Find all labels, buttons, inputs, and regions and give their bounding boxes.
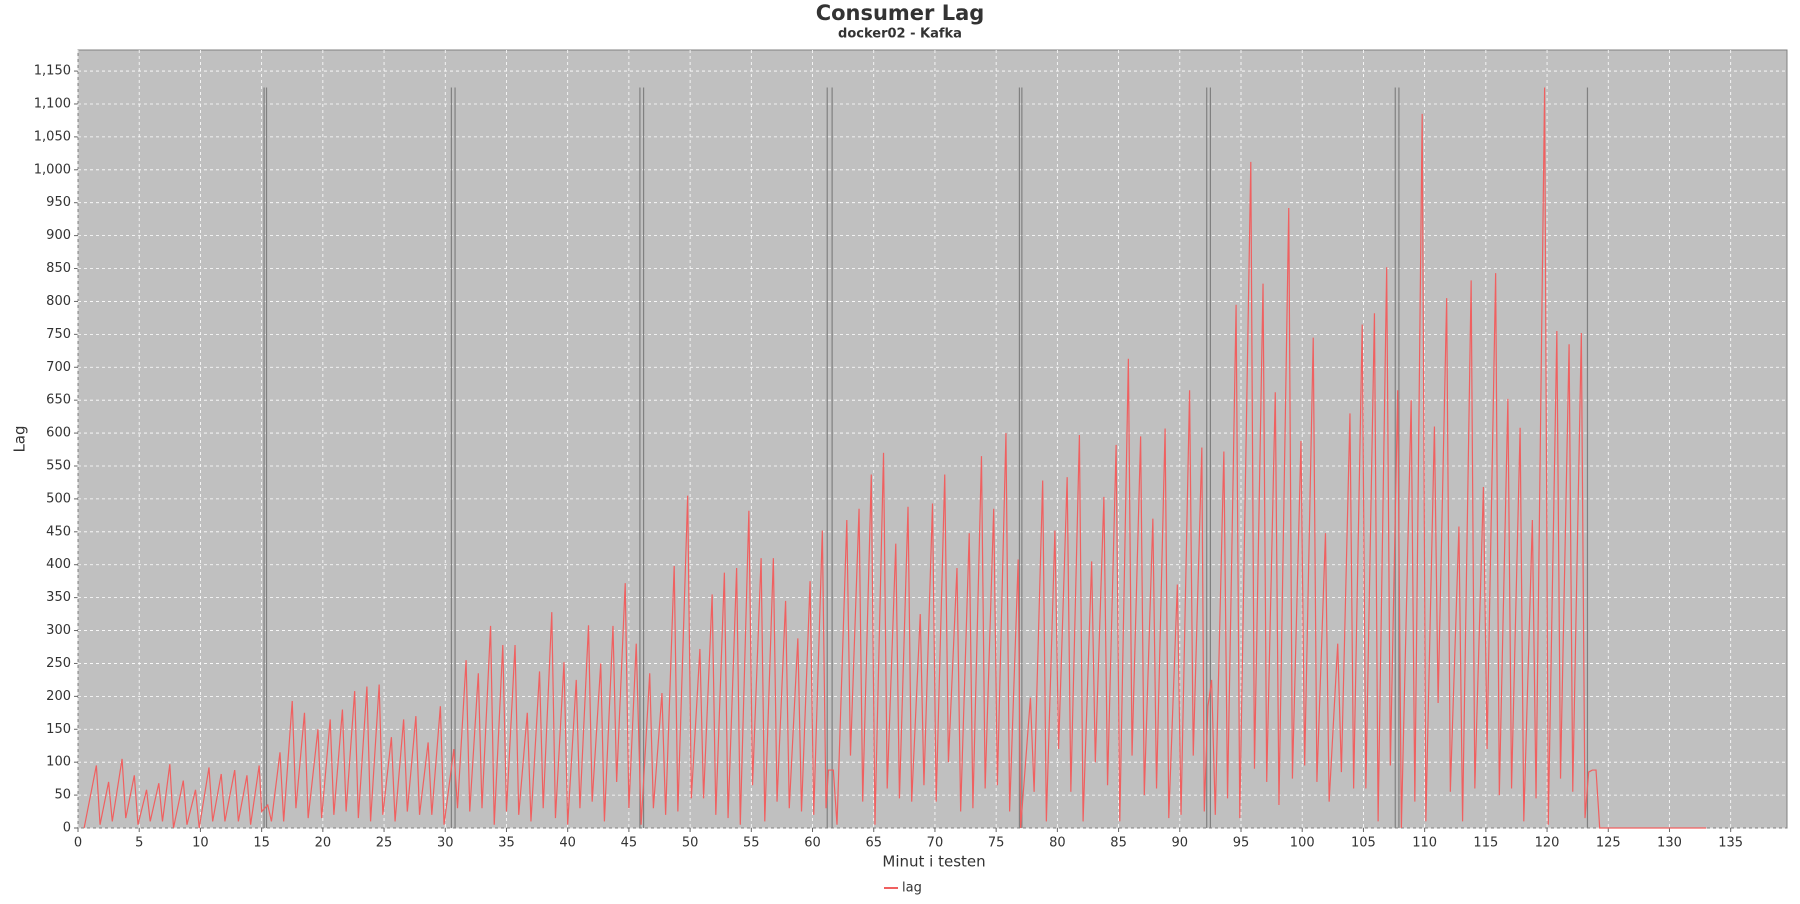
x-tick-label: 50 <box>682 836 699 851</box>
x-tick-label: 135 <box>1718 836 1743 851</box>
plot-area <box>77 49 1788 829</box>
x-tick-label: 0 <box>74 836 82 851</box>
x-tick-label: 125 <box>1596 836 1621 851</box>
series-line <box>83 87 1707 829</box>
x-tick-label: 55 <box>743 836 760 851</box>
x-tick-label: 25 <box>376 836 393 851</box>
x-tick-label: 20 <box>315 836 332 851</box>
x-tick-label: 130 <box>1657 836 1682 851</box>
x-tick-label: 45 <box>621 836 638 851</box>
y-tick-label: 350 <box>46 590 71 605</box>
x-tick-label: 85 <box>1110 836 1127 851</box>
y-tick-label: 1,050 <box>34 129 71 144</box>
x-axis-label: Minut i testen <box>882 853 985 871</box>
x-tick-label: 80 <box>1049 836 1066 851</box>
y-tick-label: 1,150 <box>34 64 71 79</box>
x-tick-label: 90 <box>1172 836 1189 851</box>
y-tick-label: 1,100 <box>34 96 71 111</box>
y-tick-label: 450 <box>46 524 71 539</box>
y-tick-label: 300 <box>46 623 71 638</box>
y-tick-label: 150 <box>46 722 71 737</box>
y-tick-label: 950 <box>46 195 71 210</box>
y-tick-label: 100 <box>46 755 71 770</box>
y-tick-label: 800 <box>46 294 71 309</box>
y-tick-label: 50 <box>54 788 71 803</box>
y-tick-label: 500 <box>46 491 71 506</box>
y-tick-label: 850 <box>46 261 71 276</box>
x-tick-label: 65 <box>865 836 882 851</box>
chart-subtitle: docker02 - Kafka <box>838 27 962 42</box>
x-tick-label: 15 <box>253 836 270 851</box>
x-tick-label: 105 <box>1351 836 1376 851</box>
y-tick-label: 200 <box>46 689 71 704</box>
x-tick-label: 75 <box>988 836 1005 851</box>
y-axis-label: Lag <box>11 425 29 452</box>
x-tick-label: 35 <box>498 836 515 851</box>
x-tick-label: 110 <box>1412 836 1437 851</box>
x-tick-label: 40 <box>559 836 576 851</box>
legend-label: lag <box>902 881 922 896</box>
x-tick-label: 95 <box>1233 836 1250 851</box>
y-tick-label: 750 <box>46 327 71 342</box>
x-tick-label: 115 <box>1473 836 1498 851</box>
x-tick-label: 120 <box>1535 836 1560 851</box>
y-tick-label: 650 <box>46 393 71 408</box>
chart-title: Consumer Lag <box>816 1 985 25</box>
y-tick-label: 600 <box>46 426 71 441</box>
y-tick-label: 550 <box>46 458 71 473</box>
y-tick-label: 1,000 <box>34 162 71 177</box>
x-tick-label: 5 <box>135 836 143 851</box>
y-tick-label: 250 <box>46 656 71 671</box>
x-tick-label: 60 <box>804 836 821 851</box>
x-tick-label: 100 <box>1290 836 1315 851</box>
y-tick-label: 0 <box>63 821 71 836</box>
x-tick-label: 30 <box>437 836 454 851</box>
y-tick-label: 900 <box>46 228 71 243</box>
x-tick-label: 10 <box>192 836 209 851</box>
y-tick-label: 700 <box>46 360 71 375</box>
y-tick-label: 400 <box>46 557 71 572</box>
x-tick-label: 70 <box>927 836 944 851</box>
